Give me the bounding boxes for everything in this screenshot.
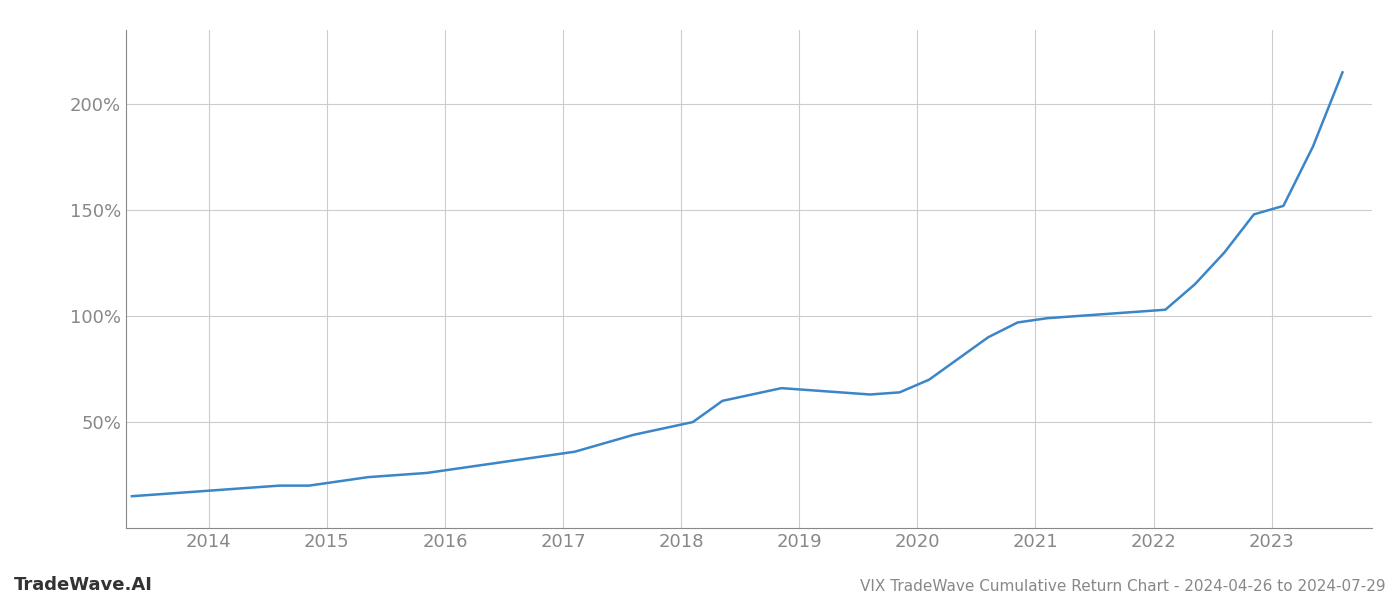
Text: VIX TradeWave Cumulative Return Chart - 2024-04-26 to 2024-07-29: VIX TradeWave Cumulative Return Chart - …: [861, 579, 1386, 594]
Text: TradeWave.AI: TradeWave.AI: [14, 576, 153, 594]
